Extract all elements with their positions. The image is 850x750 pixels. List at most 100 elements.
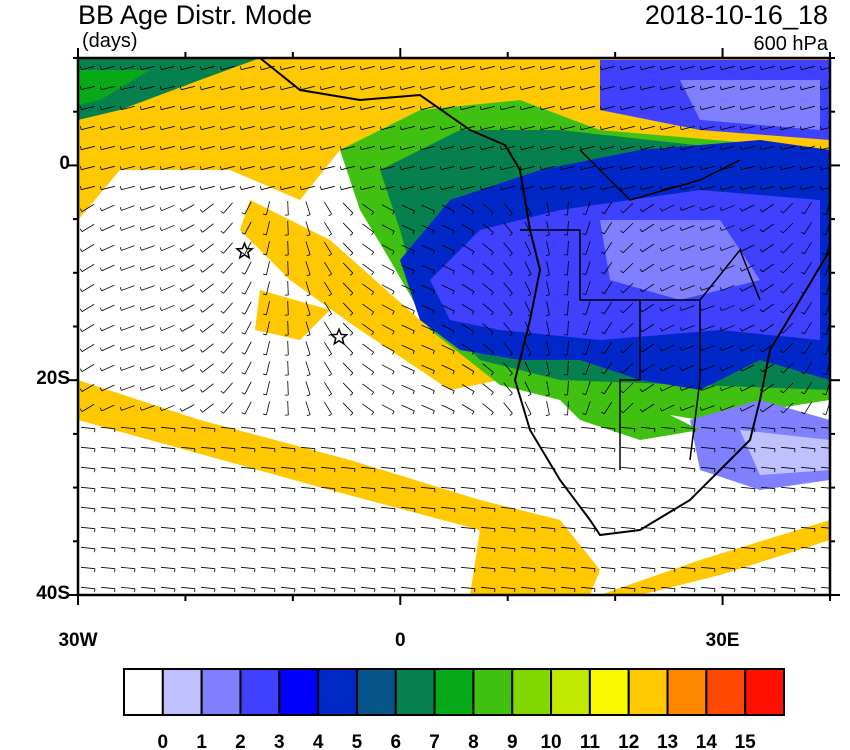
wind-barb (480, 586, 496, 590)
wind-barb (681, 165, 695, 171)
wind-barb-flag (739, 407, 743, 412)
wind-barb (100, 546, 116, 550)
wind-barb (280, 546, 296, 550)
wind-barb-flag (719, 387, 722, 391)
wind-barb (701, 385, 715, 391)
wind-barb (546, 341, 550, 355)
wind-barb (320, 586, 336, 590)
wind-barb-flag (819, 146, 822, 150)
wind-barb (580, 466, 596, 470)
wind-barb (321, 165, 335, 171)
wind-barb (680, 546, 696, 550)
colorbar-label: 3 (274, 732, 285, 750)
wind-barb (603, 341, 613, 355)
wind-barb (441, 145, 455, 151)
wind-barb (121, 405, 135, 411)
wind-barb-flag (679, 387, 682, 391)
wind-barb (321, 65, 335, 71)
wind-barb-flag (412, 390, 415, 395)
wind-barb (223, 302, 233, 314)
wind-barb (561, 65, 575, 71)
wind-barb-flag (801, 251, 805, 255)
wind-barb-flag (200, 369, 203, 373)
wind-barb (741, 244, 755, 252)
wind-barb (320, 526, 336, 530)
wind-barb-flag (559, 106, 562, 110)
colorbar-label: 0 (158, 732, 169, 750)
wind-barb-flag (819, 166, 822, 170)
wind-barb-flag (699, 406, 702, 411)
wind-barb-flag (379, 106, 382, 110)
wind-barb (380, 506, 396, 510)
wind-barb-flag (819, 66, 822, 70)
wind-barb (381, 364, 395, 372)
wind-barb-flag (739, 186, 742, 190)
wind-barb-flag (659, 307, 663, 312)
wind-barb (821, 107, 830, 111)
wind-barb-flag (359, 66, 362, 70)
wind-barb-flag (679, 66, 682, 70)
wind-barb (500, 526, 516, 530)
wind-barb (741, 284, 755, 292)
wind-barb (287, 200, 289, 216)
wind-barb (620, 546, 636, 550)
wind-barb (81, 364, 95, 372)
wind-barb-flag (509, 293, 513, 296)
wind-barb (340, 546, 356, 550)
wind-barb (460, 426, 476, 430)
wind-barb-flag (139, 186, 142, 190)
wind-barb (720, 446, 736, 450)
wind-barb (202, 223, 214, 233)
wind-barb (661, 165, 675, 171)
wind-barb (301, 165, 315, 171)
wind-barb (80, 426, 96, 430)
wind-barb-flag (509, 373, 513, 376)
wind-barb (760, 546, 776, 550)
wind-barb-flag (419, 166, 422, 170)
wind-barb-flag (439, 166, 442, 170)
wind-barb (741, 404, 755, 412)
wind-barb (260, 546, 276, 550)
wind-barb (760, 426, 776, 430)
wind-barb (741, 185, 755, 191)
wind-barb-flag (459, 86, 462, 90)
wind-barb-flag (509, 313, 513, 316)
wind-barb (241, 125, 255, 131)
wind-barb-flag (379, 126, 382, 130)
wind-barb (521, 165, 535, 171)
wind-barb (100, 446, 116, 450)
wind-barb-flag (200, 289, 203, 293)
wind-barb (503, 342, 513, 354)
wind-barb-flag (219, 66, 222, 70)
wind-barb (661, 364, 675, 372)
wind-barb (362, 323, 374, 333)
wind-barb-flag (490, 272, 494, 276)
wind-barb (603, 361, 613, 375)
wind-barb (561, 85, 575, 91)
wind-barb (281, 105, 295, 111)
wind-barb (101, 105, 115, 111)
wind-barb (780, 546, 796, 550)
wind-barb (481, 85, 495, 91)
wind-barb (482, 223, 494, 233)
wind-barb (401, 65, 415, 71)
wind-barb (461, 244, 475, 252)
wind-barb (324, 381, 332, 395)
wind-barb (360, 506, 376, 510)
wind-barb (200, 506, 216, 510)
wind-barb (401, 384, 415, 392)
wind-barb (540, 506, 556, 510)
wind-barb (305, 361, 311, 375)
wind-barb (780, 566, 796, 570)
wind-barb (266, 341, 270, 355)
wind-barb-flag (822, 413, 827, 416)
wind-barb-flag (739, 86, 742, 90)
wind-barb-flag (759, 86, 762, 90)
wind-barb (421, 224, 435, 232)
wind-barb (161, 185, 175, 191)
wind-barb (441, 364, 455, 372)
wind-barb (141, 345, 155, 351)
wind-barb-flag (432, 310, 435, 315)
wind-barb-flag (679, 207, 682, 211)
wind-barb (804, 401, 812, 415)
